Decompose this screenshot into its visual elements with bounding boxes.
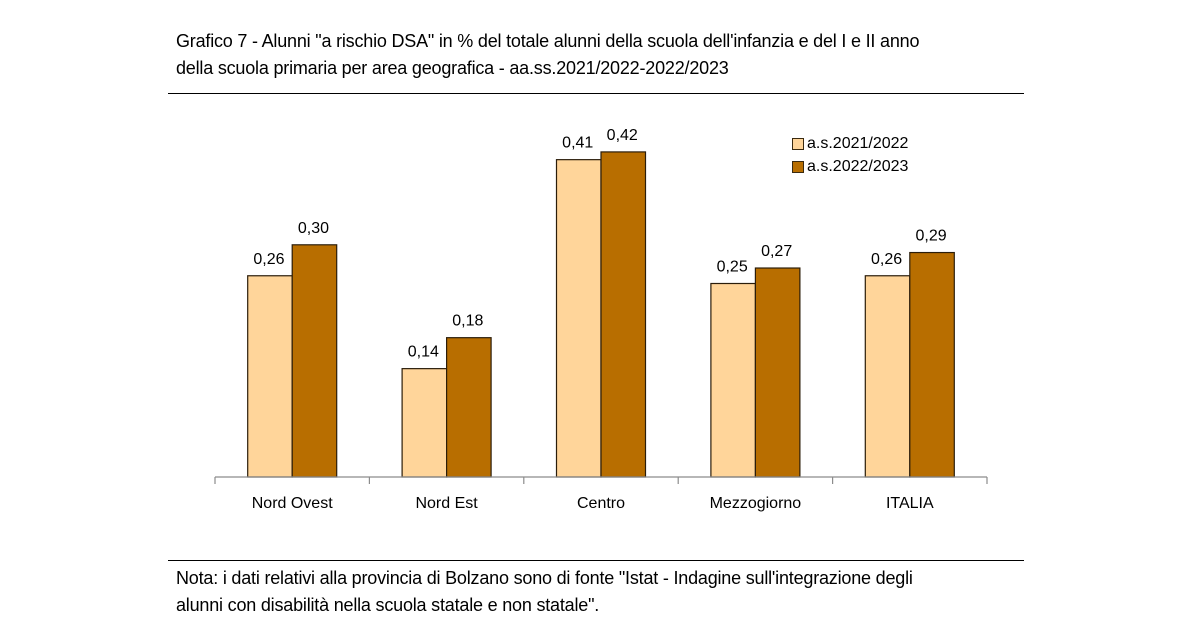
legend: a.s.2021/2022 a.s.2022/2023 xyxy=(792,132,908,178)
footnote: Nota: i dati relativi alla provincia di … xyxy=(176,565,1036,619)
category-label: Nord Est xyxy=(415,495,478,512)
title-divider xyxy=(168,93,1024,94)
data-label: 0,29 xyxy=(915,228,946,245)
chart-title-line-1: Grafico 7 - Alunni "a rischio DSA" in % … xyxy=(176,31,920,51)
bar-2-italia xyxy=(909,251,955,478)
bar-2-nord-est xyxy=(446,337,492,478)
data-label: 0,30 xyxy=(298,220,329,237)
legend-label-series-2: a.s.2022/2023 xyxy=(807,158,909,175)
bar-2-mezzogiorno xyxy=(754,267,801,478)
x-axis xyxy=(214,476,988,484)
data-label: 0,42 xyxy=(607,127,638,144)
bar-1-mezzogiorno xyxy=(710,282,757,478)
footnote-line-1: Nota: i dati relativi alla provincia di … xyxy=(176,568,913,588)
category-label: Mezzogiorno xyxy=(710,495,802,512)
bar-2-nord-ovest xyxy=(291,244,338,478)
footnote-line-2: alunni con disabilità nella scuola stata… xyxy=(176,595,600,615)
data-labels-group: 0,26 0,30 0,14 0,18 0,41 0,42 0,25 0,27 0,26 0,29 xyxy=(253,127,946,361)
category-label: ITALIA xyxy=(886,495,934,512)
bar-1-centro xyxy=(555,159,602,478)
category-label: Nord Ovest xyxy=(252,495,333,512)
category-labels-group: Nord Ovest Nord Est Centro Mezzogiorno ITALI… xyxy=(252,495,934,512)
chart-title: Grafico 7 - Alunni "a rischio DSA" in % … xyxy=(176,28,1036,82)
data-label: 0,18 xyxy=(452,313,483,330)
bar-1-nord-ovest xyxy=(247,275,293,478)
data-label: 0,41 xyxy=(562,135,593,152)
category-label: Centro xyxy=(577,495,625,512)
legend-swatch-series-2 xyxy=(792,160,804,173)
legend-label-series-1: a.s.2021/2022 xyxy=(807,135,909,152)
data-label: 0,14 xyxy=(408,344,439,361)
bar-2-centro xyxy=(600,151,647,478)
bars-group xyxy=(247,151,955,478)
data-label: 0,26 xyxy=(253,251,284,268)
data-label: 0,27 xyxy=(761,243,792,260)
bar-1-nord-est xyxy=(401,368,448,478)
data-label: 0,26 xyxy=(871,251,902,268)
chart-title-line-2: della scuola primaria per area geografic… xyxy=(176,58,729,78)
note-divider xyxy=(168,560,1024,561)
data-label: 0,25 xyxy=(717,259,748,276)
bar-1-italia xyxy=(864,275,911,478)
legend-item-series-2: a.s.2022/2023 xyxy=(792,155,908,178)
legend-swatch-series-1 xyxy=(792,137,804,150)
legend-item-series-1: a.s.2021/2022 xyxy=(792,132,908,155)
